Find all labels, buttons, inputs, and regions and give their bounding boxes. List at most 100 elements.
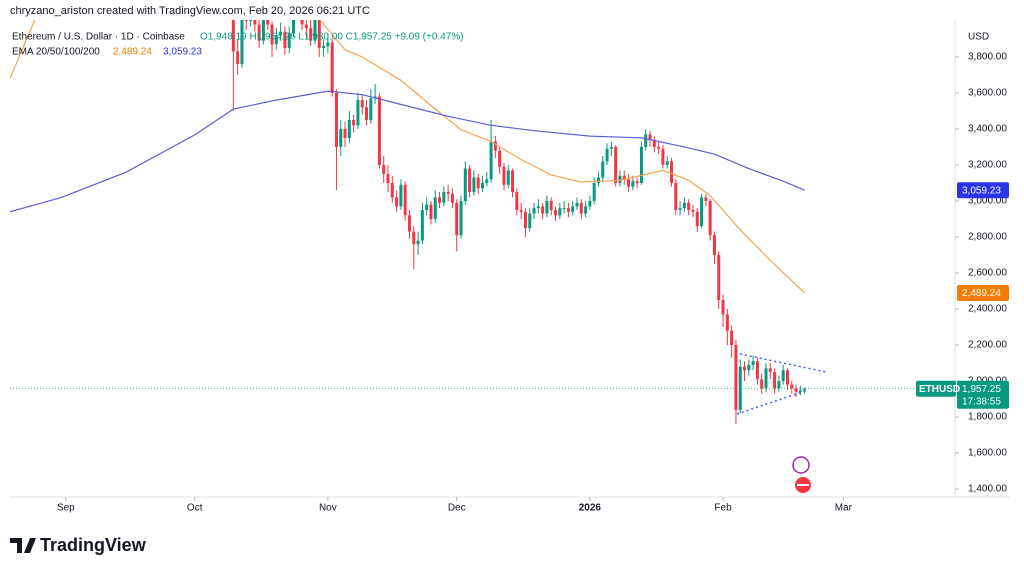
legend-title: Ethereum / U.S. Dollar · 1D · Coinbase: [12, 32, 185, 43]
candle-body: [605, 148, 609, 162]
candle-body: [545, 200, 549, 214]
header: chryzano_ariston created with TradingVie…: [10, 5, 370, 17]
indicator-value: 3,059.23: [163, 47, 202, 58]
candle-body: [442, 191, 446, 203]
candle-body: [747, 364, 751, 371]
candle-body: [287, 33, 291, 48]
candle-body: [528, 213, 532, 228]
candle-body: [639, 146, 643, 183]
y-tick-label: 2,200.00: [968, 340, 1007, 351]
candle-body: [622, 175, 626, 180]
candle-body: [472, 177, 476, 192]
candle-body: [743, 366, 747, 371]
candle-body: [618, 175, 622, 183]
x-tick-label: Sep: [57, 503, 75, 514]
candle-body: [691, 209, 695, 212]
ema-line: [10, 90, 805, 213]
candle-body: [712, 235, 716, 255]
candle-body: [678, 208, 682, 210]
icon[interactable]: [792, 456, 810, 474]
candle-body: [781, 370, 785, 382]
candle-body: [695, 211, 699, 227]
x-tick-label: Feb: [714, 503, 732, 514]
candle-body: [725, 314, 729, 331]
candle-body: [455, 202, 459, 236]
candle-body: [665, 161, 669, 165]
plot: [10, 0, 955, 425]
candle-body: [502, 166, 506, 185]
y-tick-label: 3,200.00: [968, 160, 1007, 171]
candle-body: [609, 146, 613, 149]
candle-body: [399, 184, 403, 207]
candle-body: [614, 146, 618, 183]
candle-body: [412, 231, 416, 245]
candle-body: [395, 197, 399, 207]
candle-body: [558, 208, 562, 216]
candle-body: [635, 181, 639, 183]
y-tick-label: 2,600.00: [968, 268, 1007, 279]
candle-body: [468, 168, 472, 192]
candle-body: [798, 390, 802, 392]
candle-body: [313, 20, 317, 41]
candle-body: [450, 193, 454, 203]
candle-body: [592, 182, 596, 201]
triangle-pattern: [736, 353, 827, 415]
x-tick-label: Nov: [319, 503, 337, 514]
candle-body: [463, 168, 467, 201]
candle-body: [579, 202, 583, 214]
candle-body: [231, 20, 235, 52]
y-tick-label: 1,600.00: [968, 448, 1007, 459]
candle-body: [446, 191, 450, 194]
candle-body: [704, 197, 708, 201]
indicator-label: EMA 20/50/100/200: [12, 47, 100, 58]
candle-body: [270, 24, 274, 45]
candle-body: [648, 134, 652, 140]
candle-body: [571, 206, 575, 212]
candle-body: [631, 181, 635, 187]
candle-body: [420, 209, 424, 241]
brand: TradingView: [10, 535, 147, 555]
candle-body: [708, 200, 712, 236]
candle-body: [669, 161, 674, 183]
candle-body: [433, 197, 437, 219]
candle-body: [730, 330, 734, 346]
candle-body: [352, 119, 356, 126]
candle-body: [330, 42, 334, 93]
candle-body: [334, 92, 338, 147]
x-tick-label: Dec: [448, 503, 466, 514]
candle-body: [755, 361, 759, 380]
symbol-label: ETHUSD: [919, 384, 960, 395]
countdown: 17:38:55: [962, 396, 1001, 407]
candle-body: [790, 384, 794, 389]
icon: [797, 484, 809, 486]
candle-body: [721, 300, 725, 315]
candle-body: [738, 366, 742, 410]
y-tick-label: 3,000.00: [968, 196, 1007, 207]
candle-body: [279, 31, 283, 36]
candle-body: [403, 184, 407, 216]
candle-body: [519, 209, 523, 212]
candle-body: [515, 191, 519, 210]
candle-body: [416, 240, 420, 245]
candle-body: [657, 146, 661, 149]
candle-body: [253, 20, 257, 25]
candle-body: [347, 119, 351, 138]
candle-body: [777, 381, 781, 389]
candle-body: [652, 139, 656, 147]
candle-body: [386, 173, 390, 183]
candle-body: [601, 161, 605, 178]
candle-body: [480, 182, 485, 189]
candle-body: [485, 179, 489, 183]
candle-body: [249, 20, 253, 21]
candle-body: [377, 96, 381, 165]
candle-body: [296, 0, 299, 1]
x-tick-label: 2026: [579, 503, 602, 514]
candle-body: [773, 372, 777, 389]
candle-body: [438, 197, 442, 203]
candle-body: [343, 128, 347, 138]
last-price-box: [957, 380, 1009, 409]
candle-body: [717, 254, 721, 301]
candle-body: [764, 368, 768, 389]
candle-body: [674, 182, 678, 210]
